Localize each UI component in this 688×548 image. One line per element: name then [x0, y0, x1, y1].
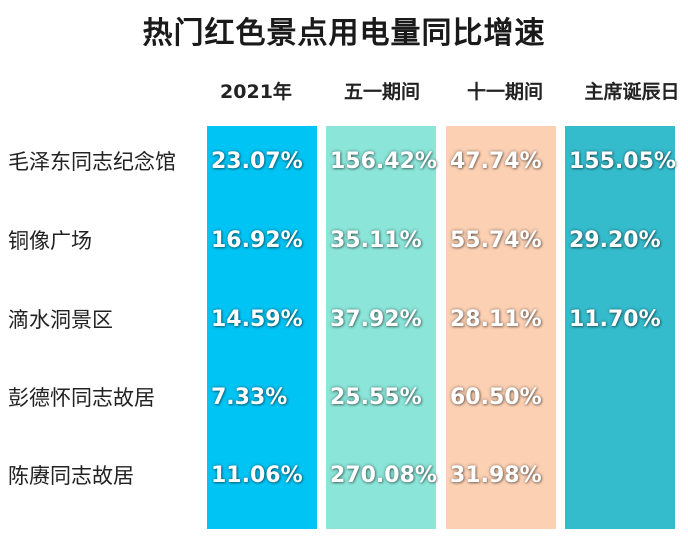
chart-title: 热门红色景点用电量同比增速: [142, 16, 546, 51]
value-cell: 31.98%: [450, 463, 542, 488]
value-cell: 35.11%: [330, 228, 422, 253]
column-header: 十一期间: [466, 81, 543, 103]
value-cell: 25.55%: [330, 385, 422, 410]
value-cell: 28.11%: [450, 307, 542, 332]
value-cell: 7.33%: [211, 385, 288, 410]
column-band-3: [446, 126, 556, 529]
value-cell: 60.50%: [450, 385, 542, 410]
column-band-2: [326, 126, 436, 529]
value-cell: 11.70%: [569, 307, 661, 332]
column-header: 主席诞辰日: [584, 81, 680, 103]
row-label: 毛泽东同志纪念馆: [8, 150, 176, 174]
value-cell: 14.59%: [211, 307, 303, 332]
value-cell: 29.20%: [569, 228, 661, 253]
value-cell: 155.05%: [569, 149, 676, 174]
value-cell: 55.74%: [450, 228, 542, 253]
value-cell: 47.74%: [450, 149, 542, 174]
column-header: 2021年: [220, 81, 292, 103]
column-band-4: [565, 126, 675, 529]
column-band-1: [207, 126, 317, 529]
value-cell: 156.42%: [330, 149, 437, 174]
value-cell: 11.06%: [211, 463, 303, 488]
row-label: 铜像广场: [8, 229, 92, 253]
row-label: 彭德怀同志故居: [8, 386, 155, 410]
value-cell: 23.07%: [211, 149, 303, 174]
value-cell: 37.92%: [330, 307, 422, 332]
value-cell: 270.08%: [330, 463, 437, 488]
value-cell: 16.92%: [211, 228, 303, 253]
column-header: 五一期间: [343, 81, 420, 103]
row-label: 陈赓同志故居: [8, 464, 134, 488]
row-label: 滴水洞景区: [8, 308, 113, 332]
